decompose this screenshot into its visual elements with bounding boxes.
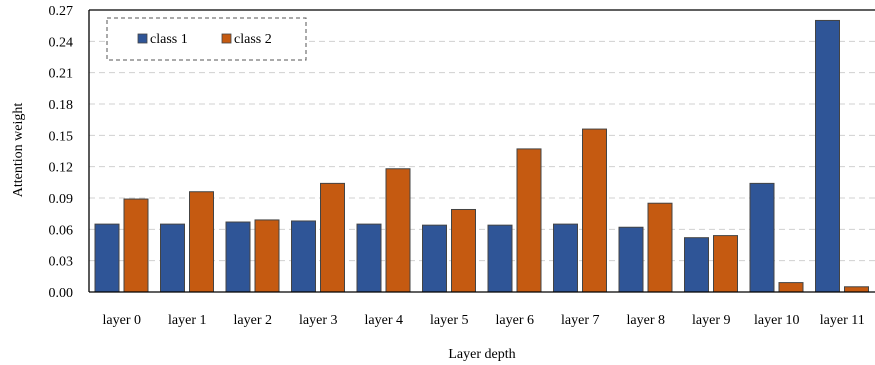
bar-class-2-layer-2 <box>254 219 280 293</box>
y-tick-label: 0.12 <box>49 161 74 176</box>
y-tick-label: 0.24 <box>49 35 74 50</box>
x-axis-title: Layer depth <box>448 347 515 362</box>
y-tick-label: 0.21 <box>49 67 74 82</box>
legend-swatch-class-1 <box>137 33 148 44</box>
x-tick-label: layer 5 <box>430 313 468 328</box>
x-tick-label: layer 2 <box>234 313 272 328</box>
legend-label-class-2: class 2 <box>234 32 272 47</box>
y-tick-label: 0.15 <box>49 129 74 144</box>
legend-box <box>106 17 307 61</box>
y-tick-label: 0.09 <box>49 192 74 207</box>
axes <box>88 9 875 293</box>
y-tick-labels: 0.00 0.03 0.06 0.09 0.12 0.15 0.18 0.21 0.24 0.27 <box>49 4 74 301</box>
bar-class-1-layer-3 <box>291 220 316 293</box>
bar-class-2-layer-7 <box>582 128 607 293</box>
bar-class-1-layer-1 <box>160 223 185 293</box>
bar-class-2-layer-0 <box>123 198 149 293</box>
bar-class-1-layer-0 <box>94 223 120 293</box>
bar-class-2-layer-6 <box>516 148 542 293</box>
bar-class-2-layer-10 <box>778 282 804 293</box>
bar-class-1-layer-4 <box>356 223 382 293</box>
x-tick-label: layer 3 <box>299 313 337 328</box>
x-tick-label: layer 9 <box>692 313 730 328</box>
bar-class-2-layer-4 <box>385 168 411 293</box>
x-tick-labels: layer 0 layer 1 layer 2 layer 3 layer 4 layer… <box>103 313 865 328</box>
y-tick-label: 0.18 <box>49 98 74 113</box>
x-tick-label: layer 7 <box>561 313 599 328</box>
y-tick-label: 0.00 <box>49 286 74 301</box>
bar-class-1-layer-9 <box>684 237 709 293</box>
bar-class-2-layer-11 <box>844 286 869 293</box>
bar-class-1-layer-5 <box>422 224 447 293</box>
bar-class-2-layer-8 <box>647 202 673 293</box>
bar-class-1-layer-7 <box>553 223 578 293</box>
x-tick-label: layer 1 <box>168 313 206 328</box>
bars <box>94 19 869 293</box>
bar-class-2-layer-9 <box>713 235 738 293</box>
x-tick-label: layer 0 <box>103 313 141 328</box>
bar-class-1-layer-8 <box>618 226 644 293</box>
bar-class-1-layer-11 <box>815 19 840 293</box>
y-tick-label: 0.03 <box>49 255 74 270</box>
bar-class-1-layer-6 <box>487 224 513 293</box>
y-axis-title: Attention weight <box>11 103 26 198</box>
y-tick-label: 0.06 <box>49 223 74 238</box>
bar-class-2-layer-5 <box>451 208 476 293</box>
gridlines <box>89 40 875 262</box>
bar-class-2-layer-3 <box>320 182 345 293</box>
bar-class-1-layer-2 <box>225 221 251 293</box>
bar-class-2-layer-1 <box>189 191 214 293</box>
legend-swatch-class-2 <box>221 33 232 44</box>
legend: class 1 class 2 <box>106 17 307 61</box>
bar-class-1-layer-10 <box>749 182 775 293</box>
x-tick-label: layer 10 <box>754 313 799 328</box>
x-tick-label: layer 11 <box>820 313 865 328</box>
y-tick-label: 0.27 <box>49 4 74 19</box>
legend-label-class-1: class 1 <box>150 32 188 47</box>
x-tick-label: layer 8 <box>627 313 665 328</box>
x-tick-label: layer 4 <box>365 313 403 328</box>
x-tick-label: layer 6 <box>496 313 534 328</box>
